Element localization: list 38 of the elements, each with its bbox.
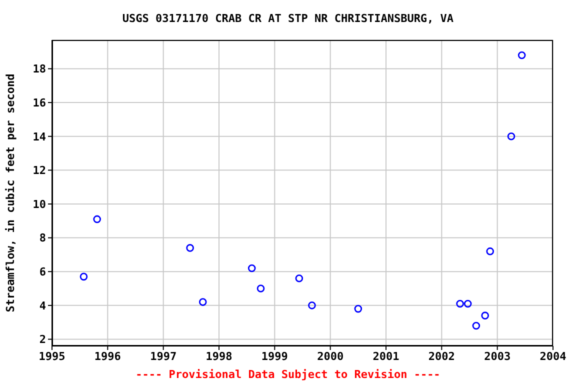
y-tick-label: 12 bbox=[32, 164, 46, 178]
y-tick-label: 4 bbox=[39, 299, 46, 312]
y-tick-label: 16 bbox=[32, 96, 46, 110]
point bbox=[486, 247, 494, 256]
y-tick-label: 14 bbox=[32, 130, 46, 144]
x-tick-label: 2001 bbox=[372, 350, 400, 363]
y-tick-label: 6 bbox=[39, 266, 46, 279]
y-axis-title: Streamflow, in cubic feet per second bbox=[4, 72, 18, 314]
text: ---- Provisional Data Subject to Revision ---- bbox=[134, 368, 442, 381]
y-tick-label: 10 bbox=[32, 198, 46, 211]
point bbox=[198, 298, 207, 306]
point bbox=[464, 300, 472, 308]
point bbox=[456, 300, 464, 308]
y-tick-label: 18 bbox=[32, 62, 46, 76]
y-tick-label: 8 bbox=[39, 232, 46, 245]
chart-title: USGS 03171170 CRAB CR AT STP NR CHRISTIANSBURG, VA bbox=[121, 12, 455, 25]
point bbox=[248, 264, 256, 272]
x-tick-label: 2004 bbox=[540, 350, 567, 363]
x-tick-label: 1998 bbox=[206, 350, 232, 363]
x-tick-label: 2000 bbox=[317, 350, 344, 363]
point bbox=[93, 215, 101, 224]
x-tick-label: 1995 bbox=[38, 350, 66, 363]
x-tick-label: 1996 bbox=[94, 350, 122, 363]
x-tick-label: 2002 bbox=[428, 350, 455, 363]
y-tick-label: 2 bbox=[39, 333, 46, 346]
point bbox=[186, 244, 194, 252]
point bbox=[472, 322, 480, 330]
point bbox=[354, 304, 362, 313]
x-tick-label: 1999 bbox=[261, 350, 288, 363]
point bbox=[295, 274, 304, 282]
x-tick-label: 2003 bbox=[484, 350, 511, 363]
point bbox=[481, 312, 489, 320]
point bbox=[518, 51, 526, 60]
point bbox=[80, 272, 88, 281]
point bbox=[308, 302, 316, 310]
x-tick-label: 1997 bbox=[150, 350, 177, 363]
point bbox=[256, 284, 265, 292]
point bbox=[507, 132, 516, 140]
